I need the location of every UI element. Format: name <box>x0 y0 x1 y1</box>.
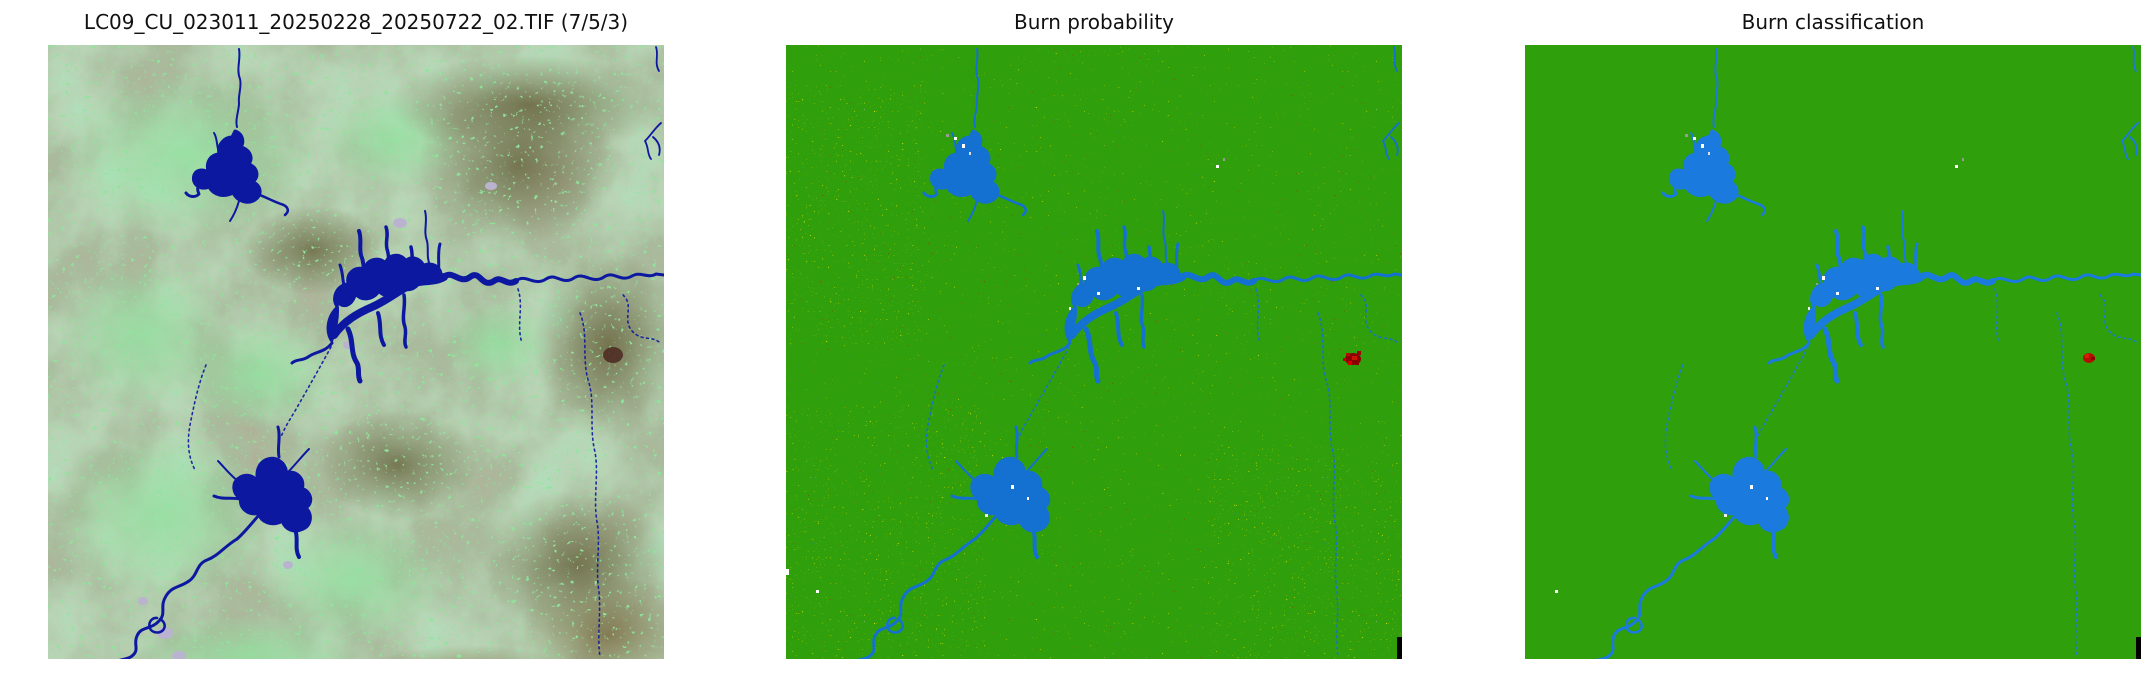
edge-bright-sliver <box>786 569 789 575</box>
panel-title-burn-probability: Burn probability <box>1013 10 1174 34</box>
panel-burn-classification-image <box>1525 45 2141 659</box>
panel-title-composite: LC09_CU_023011_20250228_20250722_02.TIF … <box>83 10 629 34</box>
composite-raster <box>48 45 664 659</box>
burn-probability-raster <box>786 45 1402 659</box>
speckle-noise-layer <box>1525 45 2141 659</box>
burn-scar-dark-patch <box>603 347 623 363</box>
pond-speckle-layer <box>48 45 664 659</box>
nodata-notch <box>1397 637 1402 659</box>
panel-title-burn-classification: Burn classification <box>1741 10 1925 34</box>
panel-composite-image <box>48 45 664 659</box>
speckle-noise-layer <box>786 45 1402 659</box>
nodata-notch <box>2136 637 2141 659</box>
burn-cluster <box>2083 353 2095 363</box>
burn-classification-raster <box>1525 45 2141 659</box>
panel-burn-probability-image <box>786 45 1402 659</box>
urban-spots <box>138 182 497 659</box>
